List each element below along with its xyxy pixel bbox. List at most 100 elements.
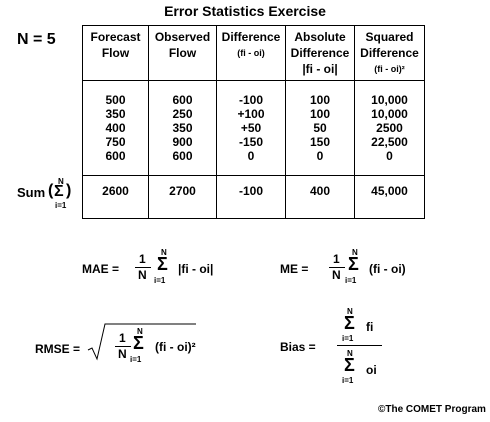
header-line: Flow bbox=[168, 46, 197, 60]
me-numerator: 1 bbox=[333, 252, 340, 266]
error-statistics-table: Forecast Flow Observed Flow Difference (… bbox=[82, 25, 425, 219]
table-cell: 500 bbox=[105, 93, 126, 107]
header-squared-difference: Squared Difference (fi - oi)² bbox=[354, 25, 425, 81]
bias-top-sigma-symbol: Σ bbox=[344, 313, 355, 333]
sum-squared-difference: 45,000 bbox=[354, 175, 425, 219]
sum-absolute-difference: 400 bbox=[285, 175, 355, 219]
rmse-fraction-bar bbox=[115, 346, 131, 347]
table-cell: 10,000 bbox=[371, 93, 408, 107]
table-values-row: 500 350 400 750 600 600 250 350 900 600 … bbox=[82, 80, 425, 176]
n-label: N = 5 bbox=[17, 31, 56, 48]
rmse-term: (fi - oi)² bbox=[155, 340, 196, 354]
table-cell: 350 bbox=[172, 121, 193, 135]
header-difference: Difference (fi - oi) bbox=[216, 25, 286, 81]
table-cell: 600 bbox=[172, 149, 193, 163]
mae-term: |fi - oi| bbox=[178, 262, 214, 276]
header-line: Difference bbox=[221, 30, 281, 44]
me-sigma-symbol: Σ bbox=[348, 254, 359, 274]
table-cell: 22,500 bbox=[371, 135, 408, 149]
table-cell: 10,000 bbox=[371, 107, 408, 121]
difference-values: -100 +100 +50 -150 0 bbox=[216, 80, 286, 176]
rmse-numerator: 1 bbox=[119, 331, 126, 345]
me-denominator: N bbox=[332, 268, 341, 282]
header-line: Forecast bbox=[90, 30, 141, 44]
table-cell: 250 bbox=[172, 107, 193, 121]
sum-label: Sum bbox=[17, 185, 46, 200]
header-line: Difference bbox=[360, 46, 419, 60]
header-line: Flow bbox=[101, 46, 130, 60]
table-cell: 750 bbox=[105, 135, 126, 149]
table-cell: 600 bbox=[172, 93, 193, 107]
header-observed-flow: Observed Flow bbox=[148, 25, 217, 81]
mae-sigma-symbol: Σ bbox=[157, 254, 168, 274]
sum-observed: 2700 bbox=[148, 175, 217, 219]
header-line: Absolute bbox=[294, 30, 346, 44]
bias-top-sum-upper: N bbox=[347, 307, 353, 316]
me-sum-lower: i=1 bbox=[345, 276, 357, 285]
sum-difference: -100 bbox=[216, 175, 286, 219]
bias-denominator-term: oi bbox=[366, 363, 377, 377]
me-label: ME = bbox=[280, 262, 309, 276]
table-cell: +50 bbox=[240, 121, 262, 135]
sum-forecast: 2600 bbox=[82, 175, 149, 219]
table-cell: 0 bbox=[316, 149, 324, 163]
table-cell: 400 bbox=[105, 121, 126, 135]
table-cell: 600 bbox=[105, 149, 126, 163]
rmse-sum-upper: N bbox=[137, 327, 143, 336]
mae-denominator: N bbox=[138, 268, 147, 282]
sum-close-paren: ) bbox=[66, 182, 72, 199]
header-line: (fi - oi) bbox=[237, 48, 265, 58]
rmse-sigma-symbol: Σ bbox=[133, 333, 144, 353]
bias-top-sum-lower: i=1 bbox=[342, 334, 354, 343]
table-cell: 50 bbox=[313, 121, 327, 135]
table-header-row: Forecast Flow Observed Flow Difference (… bbox=[82, 25, 425, 81]
bias-numerator-term: fi bbox=[366, 320, 374, 334]
header-line: Squared bbox=[365, 30, 414, 44]
table-cell: +100 bbox=[237, 107, 265, 121]
table-cell: 100 bbox=[309, 93, 331, 107]
mae-fraction-bar bbox=[135, 267, 151, 268]
bias-bottom-sum-upper: N bbox=[347, 349, 353, 358]
header-absolute-difference: Absolute Difference |fi - oi| bbox=[285, 25, 355, 81]
forecast-values: 500 350 400 750 600 bbox=[82, 80, 149, 176]
bias-fraction-bar bbox=[337, 345, 382, 346]
bias-label: Bias = bbox=[280, 340, 316, 354]
rmse-sum-lower: i=1 bbox=[130, 355, 142, 364]
sum-sigma-symbol: Σ bbox=[54, 183, 64, 200]
table-cell: -100 bbox=[238, 93, 264, 107]
table-cell: 350 bbox=[105, 107, 126, 121]
table-cell: 900 bbox=[172, 135, 193, 149]
me-fraction-bar bbox=[329, 267, 345, 268]
page-title: Error Statistics Exercise bbox=[164, 3, 326, 19]
mae-sum-lower: i=1 bbox=[154, 276, 166, 285]
copyright-notice: ©The COMET Program bbox=[378, 404, 486, 415]
header-forecast-flow: Forecast Flow bbox=[82, 25, 149, 81]
absolute-difference-values: 100 100 50 150 0 bbox=[285, 80, 355, 176]
bias-bottom-sum-lower: i=1 bbox=[342, 376, 354, 385]
mae-sum-upper: N bbox=[161, 248, 167, 257]
table-cell: -150 bbox=[238, 135, 264, 149]
table-sum-row: 2600 2700 -100 400 45,000 bbox=[82, 175, 425, 219]
table-cell: 2500 bbox=[376, 121, 403, 135]
table-cell: 100 bbox=[309, 107, 331, 121]
sum-open-paren: ( bbox=[48, 182, 54, 199]
square-root-sign bbox=[87, 323, 196, 361]
me-term: (fi - oi) bbox=[369, 262, 406, 276]
observed-values: 600 250 350 900 600 bbox=[148, 80, 217, 176]
table-cell: 0 bbox=[386, 149, 393, 163]
bias-bottom-sigma-symbol: Σ bbox=[344, 355, 355, 375]
me-sum-upper: N bbox=[352, 248, 358, 257]
rmse-label: RMSE = bbox=[35, 342, 81, 356]
table-cell: 150 bbox=[309, 135, 331, 149]
header-line: Difference bbox=[290, 46, 350, 60]
sum-upper-limit: N bbox=[58, 177, 64, 186]
header-line: Observed bbox=[154, 30, 211, 44]
header-line: |fi - oi| bbox=[302, 62, 338, 76]
table-cell: 0 bbox=[247, 149, 255, 163]
mae-numerator: 1 bbox=[139, 252, 146, 266]
squared-difference-values: 10,000 10,000 2500 22,500 0 bbox=[354, 80, 425, 176]
sum-lower-limit: i=1 bbox=[55, 201, 67, 210]
header-line: (fi - oi)² bbox=[374, 64, 405, 74]
mae-label: MAE = bbox=[82, 262, 120, 276]
rmse-denominator: N bbox=[118, 347, 127, 361]
